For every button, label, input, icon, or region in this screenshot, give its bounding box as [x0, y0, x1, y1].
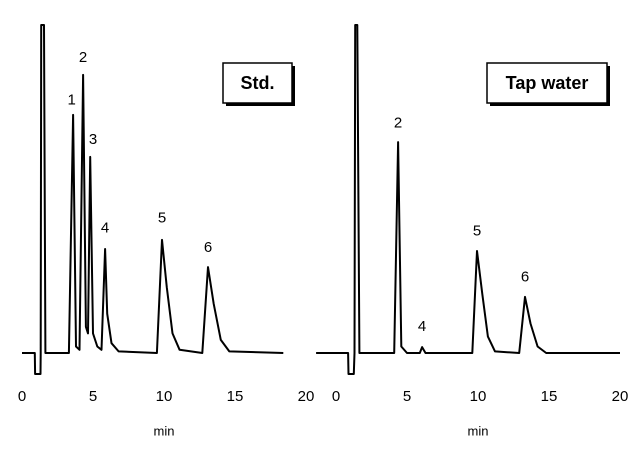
peak-label: 5: [473, 223, 481, 240]
x-tick-label: 20: [298, 388, 315, 405]
peak-label: 5: [158, 210, 166, 227]
peak-label: 3: [89, 131, 97, 148]
label-box-shadow: [292, 66, 295, 106]
label-box-shadow: [226, 103, 295, 106]
peak-label: 4: [101, 219, 109, 236]
label-box-shadow: [490, 103, 610, 106]
x-tick-label: 0: [332, 388, 340, 405]
trace: [22, 24, 284, 375]
x-tick-label: 0: [18, 388, 26, 405]
x-tick-label: 5: [89, 388, 97, 405]
peak-label: 6: [204, 239, 212, 256]
trace: [316, 24, 620, 375]
x-tick-label: 15: [541, 388, 558, 405]
peak-label: 2: [79, 49, 87, 66]
x-tick-label: 5: [403, 388, 411, 405]
label-box: [486, 62, 608, 104]
x-tick-label: 10: [156, 388, 173, 405]
label-box-shadow: [607, 66, 610, 106]
x-axis-label: min: [154, 423, 175, 438]
x-axis-label: min: [468, 423, 489, 438]
peak-label: 6: [521, 269, 529, 286]
panel-label: Tap water: [506, 73, 589, 93]
peak-label: 2: [394, 114, 402, 131]
peak-label: 4: [418, 318, 426, 335]
peak-label: 1: [68, 91, 76, 108]
x-tick-label: 20: [612, 388, 629, 405]
x-tick-label: 15: [227, 388, 244, 405]
x-tick-label: 10: [470, 388, 487, 405]
panel-label: Std.: [241, 73, 275, 93]
